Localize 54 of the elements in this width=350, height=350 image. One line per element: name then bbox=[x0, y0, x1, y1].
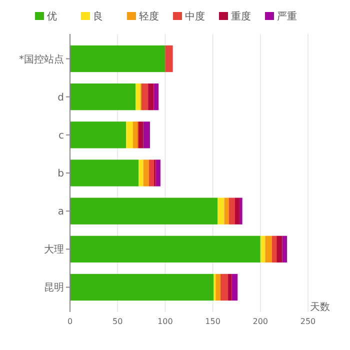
bar bbox=[216, 274, 220, 301]
x-tick-label: 150 bbox=[205, 317, 220, 326]
bar bbox=[70, 45, 166, 72]
legend-label: 良 bbox=[93, 10, 103, 22]
y-tick-label: 昆明 bbox=[44, 282, 64, 294]
legend-label: 中度 bbox=[185, 10, 205, 22]
bar bbox=[260, 236, 266, 262]
bar bbox=[138, 160, 144, 186]
bar bbox=[165, 45, 173, 72]
y-tick-label: a bbox=[58, 206, 64, 218]
bar bbox=[234, 198, 240, 224]
x-axis-title: 天数 bbox=[310, 302, 330, 313]
bar bbox=[232, 274, 238, 301]
bar bbox=[70, 160, 139, 186]
bar bbox=[70, 236, 260, 262]
bar bbox=[228, 198, 235, 224]
bar bbox=[228, 274, 232, 301]
legend-label: 轻度 bbox=[139, 10, 159, 22]
y-tick-label: d bbox=[58, 92, 64, 104]
bar bbox=[132, 122, 138, 148]
bar bbox=[265, 236, 272, 262]
legend-label: 重度 bbox=[231, 10, 251, 22]
bar bbox=[148, 84, 154, 110]
bar bbox=[70, 122, 126, 148]
bar bbox=[143, 160, 150, 186]
bar bbox=[220, 274, 228, 301]
bar bbox=[138, 122, 144, 148]
bar bbox=[156, 160, 160, 186]
x-tick-label: 50 bbox=[112, 317, 123, 326]
y-tick-label: 大理 bbox=[44, 244, 64, 256]
y-tick-label: c bbox=[58, 130, 64, 142]
legend-label: 优 bbox=[47, 12, 57, 22]
y-tick-label: *国控站点 bbox=[19, 53, 64, 66]
bar bbox=[143, 122, 150, 148]
bar bbox=[224, 198, 229, 224]
x-tick-label: 0 bbox=[67, 317, 73, 326]
legend-label: 严重 bbox=[277, 10, 297, 22]
bar bbox=[154, 84, 159, 110]
bar bbox=[70, 274, 214, 301]
bar bbox=[136, 84, 140, 110]
x-tick-label: 100 bbox=[158, 317, 173, 326]
bar bbox=[282, 236, 288, 262]
bar bbox=[239, 198, 242, 224]
x-tick-label: 250 bbox=[300, 317, 316, 326]
y-tick-label: b bbox=[58, 168, 64, 180]
bar bbox=[149, 160, 154, 186]
bar bbox=[70, 84, 136, 110]
x-tick-label: 200 bbox=[252, 317, 268, 326]
bar bbox=[218, 198, 224, 224]
bar bbox=[276, 236, 282, 262]
bar bbox=[126, 122, 133, 148]
bar bbox=[141, 84, 148, 110]
bar bbox=[70, 198, 218, 224]
bar bbox=[272, 236, 277, 262]
